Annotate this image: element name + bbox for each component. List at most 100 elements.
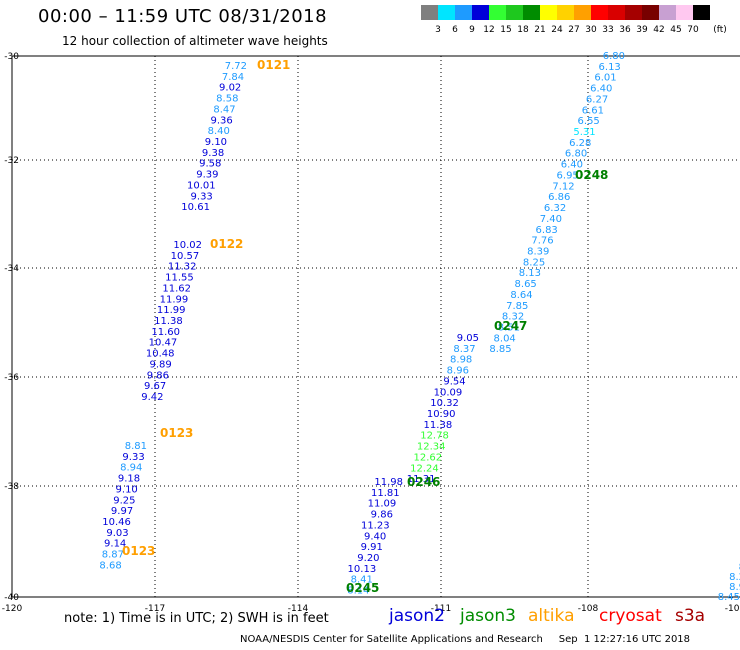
legend-swatch xyxy=(421,5,438,20)
wave-height-label: 6.01 xyxy=(594,73,616,84)
legend-label: 36 xyxy=(619,25,631,35)
legend-swatch xyxy=(523,5,540,20)
wave-height-label: 9.86 xyxy=(147,370,169,381)
wave-height-label: 8.41 xyxy=(351,575,373,586)
pass-id-label: 0123 xyxy=(160,426,193,440)
wave-height-label: 7.40 xyxy=(540,214,562,225)
wave-height-label: 8.87 xyxy=(102,550,124,561)
wave-height-label: 11.31 xyxy=(407,474,436,485)
wave-height-label: 6.55 xyxy=(578,116,600,127)
legend-label: 12 xyxy=(483,25,495,35)
wave-height-label: 8.47 xyxy=(213,104,235,115)
sat-s3a: s3a xyxy=(675,606,706,626)
wave-height-label: 8.2 xyxy=(729,572,740,583)
wave-height-label: 9.38 xyxy=(202,148,224,159)
wave-height-label: 8.37 xyxy=(453,344,475,355)
wave-height-label: 11.23 xyxy=(361,520,390,531)
legend-swatch xyxy=(608,5,625,20)
wave-height-label: 11.38 xyxy=(154,316,183,327)
wave-height-label: 9.10 xyxy=(116,484,138,495)
wave-height-label: 10.47 xyxy=(149,338,178,349)
wave-height-label: 6.27 xyxy=(586,94,608,105)
legend-swatch xyxy=(659,5,676,20)
legend-swatch xyxy=(676,5,693,20)
wave-height-label: 10.61 xyxy=(181,202,210,213)
lon-label: -108 xyxy=(578,604,599,614)
wave-height-label: 9.39 xyxy=(196,170,218,181)
wave-height-label: 12.62 xyxy=(414,452,443,463)
wave-height-label: 8.14 xyxy=(347,586,369,597)
legend-swatch xyxy=(642,5,659,20)
lat-label: -34 xyxy=(4,264,19,274)
legend-swatch xyxy=(489,5,506,20)
wave-height-label: 6.80 xyxy=(603,51,625,62)
legend-label: 6 xyxy=(452,25,458,35)
wave-height-label: 9.03 xyxy=(106,528,128,539)
sat-cryosat: cryosat xyxy=(599,606,662,626)
wave-height-label: 9.02 xyxy=(219,83,241,94)
wave-height-label: 11.38 xyxy=(424,420,453,431)
lon-label: -105 xyxy=(725,604,740,614)
legend-label: 30 xyxy=(585,25,597,35)
wave-height-label: 9.67 xyxy=(144,381,166,392)
legend-swatch xyxy=(591,5,608,20)
wave-height-label: 8.98 xyxy=(450,355,472,366)
pass-id-label: 0246 xyxy=(407,475,440,489)
wave-height-label: 7.72 xyxy=(225,61,247,72)
legend-unit: (ft) xyxy=(713,25,727,35)
wave-height-label: 11.99 xyxy=(157,305,186,316)
lat-label: -40 xyxy=(4,593,19,603)
wave-height-label: 8.39 xyxy=(527,246,549,257)
wave-height-label: 10.32 xyxy=(430,398,459,409)
wave-height-label: 9.05 xyxy=(457,333,479,344)
wave-height-label: 8.04 xyxy=(494,333,516,344)
legend-label: 27 xyxy=(568,25,580,35)
wave-height-label: 9.86 xyxy=(371,510,393,521)
wave-height-label: 9.91 xyxy=(361,542,383,553)
wave-height-label: 10.46 xyxy=(102,517,131,528)
wave-height-label: 10.57 xyxy=(171,251,200,262)
wave-height-label: 11.32 xyxy=(168,262,197,273)
legend-label: 18 xyxy=(517,25,529,35)
pass-id-label: 0123 xyxy=(122,544,155,558)
wave-height-label: 8.58 xyxy=(216,94,238,105)
wave-height-label: 10.09 xyxy=(434,387,463,398)
legend-swatch xyxy=(506,5,523,20)
wave-height-label: 6.13 xyxy=(599,62,621,73)
legend-swatch xyxy=(472,5,489,20)
lat-label: -30 xyxy=(4,52,19,62)
wave-height-label: 9.54 xyxy=(443,376,465,387)
sat-altika: altika xyxy=(528,606,575,626)
wave-height-label: 9.33 xyxy=(191,191,213,202)
wave-height-label: 7.76 xyxy=(531,236,553,247)
legend-swatch xyxy=(574,5,591,20)
wave-height-label: 10.01 xyxy=(187,180,216,191)
legend-label: 33 xyxy=(602,25,614,35)
lat-label: -36 xyxy=(4,373,19,383)
legend-swatch xyxy=(438,5,455,20)
wave-height-label: 11.62 xyxy=(162,283,191,294)
wave-height-label: 8.51 xyxy=(498,323,520,334)
wave-height-label: 9.20 xyxy=(357,553,379,564)
wave-height-label: 9.18 xyxy=(118,474,140,485)
footer-note: note: 1) Time is in UTC; 2) SWH is in fe… xyxy=(64,611,329,626)
wave-height-label: 9.36 xyxy=(210,115,232,126)
subtitle: 12 hour collection of altimeter wave hei… xyxy=(62,34,328,48)
wave-height-label: 8.96 xyxy=(447,366,469,377)
wave-height-label: 9.40 xyxy=(364,531,386,542)
lat-label: -32 xyxy=(4,156,19,166)
legend-swatch xyxy=(540,5,557,20)
wave-height-label: 12.78 xyxy=(420,431,449,442)
lon-label: -120 xyxy=(2,604,23,614)
credit-line: NOAA/NESDIS Center for Satellite Applica… xyxy=(240,634,691,645)
wave-height-label: 8.94 xyxy=(120,463,142,474)
legend-label: 21 xyxy=(534,25,546,35)
wave-height-label: 8.85 xyxy=(489,344,511,355)
wave-height-label: 7.84 xyxy=(222,72,244,83)
legend-label: 24 xyxy=(551,25,563,35)
wave-height-label: 8.40 xyxy=(208,126,230,137)
wave-height-label: 8.64 xyxy=(510,290,532,301)
wave-height-label: 11.09 xyxy=(368,499,397,510)
wave-height-label: 8.45 xyxy=(718,592,740,603)
